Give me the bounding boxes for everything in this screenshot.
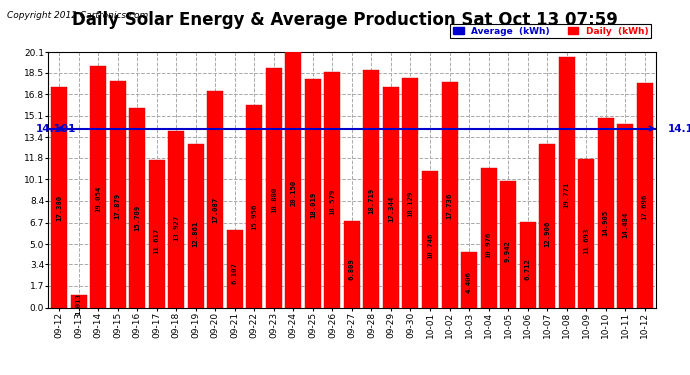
Bar (520, 222, 535, 308)
Bar (227, 230, 243, 308)
Bar (598, 118, 613, 308)
Bar (344, 221, 360, 308)
Text: 17.879: 17.879 (115, 192, 121, 219)
Bar (539, 144, 555, 308)
Text: 19.771: 19.771 (564, 182, 570, 208)
Text: 17.736: 17.736 (446, 193, 453, 219)
Bar (286, 52, 302, 308)
Bar (500, 182, 516, 308)
Bar (618, 124, 633, 308)
Text: Daily Solar Energy & Average Production Sat Oct 13 07:59: Daily Solar Energy & Average Production … (72, 11, 618, 29)
Bar (402, 78, 418, 308)
Text: 15.709: 15.709 (134, 205, 140, 231)
Text: 11.617: 11.617 (154, 228, 159, 254)
Text: 12.906: 12.906 (544, 221, 550, 247)
Text: 18.129: 18.129 (408, 191, 413, 217)
Bar (70, 295, 86, 307)
Bar (305, 79, 321, 308)
Bar (637, 83, 653, 308)
Bar (207, 91, 224, 308)
Bar (578, 159, 594, 308)
Text: 14.484: 14.484 (622, 211, 628, 238)
Bar (168, 131, 184, 308)
Text: 6.712: 6.712 (524, 258, 531, 280)
Text: 1.013: 1.013 (76, 293, 81, 315)
Text: 11.693: 11.693 (583, 228, 589, 254)
Text: 14.101: 14.101 (36, 124, 76, 134)
Bar (324, 72, 340, 308)
Bar (559, 57, 575, 308)
Text: 17.087: 17.087 (213, 197, 218, 223)
Bar (266, 68, 282, 308)
Bar (188, 144, 204, 308)
Bar (480, 168, 497, 308)
Text: 13.927: 13.927 (173, 215, 179, 241)
Bar (129, 108, 145, 307)
Text: 17.696: 17.696 (642, 194, 648, 220)
Text: 18.880: 18.880 (270, 187, 277, 213)
Text: 4.406: 4.406 (466, 272, 472, 293)
Legend: Average  (kWh), Daily  (kWh): Average (kWh), Daily (kWh) (450, 24, 651, 38)
Bar (364, 70, 380, 308)
Text: 6.107: 6.107 (232, 262, 238, 284)
Bar (422, 171, 438, 308)
Bar (148, 160, 165, 308)
Bar (246, 105, 262, 308)
Bar (461, 252, 477, 308)
Bar (51, 87, 67, 308)
Text: 19.054: 19.054 (95, 186, 101, 212)
Bar (110, 81, 126, 308)
Bar (442, 82, 457, 308)
Text: 10.746: 10.746 (427, 233, 433, 259)
Text: 20.150: 20.150 (290, 179, 296, 206)
Text: 14.101: 14.101 (668, 124, 690, 134)
Text: 15.956: 15.956 (251, 203, 257, 229)
Text: 18.019: 18.019 (310, 192, 316, 218)
Text: 18.719: 18.719 (368, 188, 375, 214)
Bar (90, 66, 106, 308)
Text: 6.809: 6.809 (349, 258, 355, 280)
Bar (383, 87, 399, 308)
Text: 9.942: 9.942 (505, 240, 511, 262)
Text: 14.905: 14.905 (602, 209, 609, 236)
Text: 17.344: 17.344 (388, 195, 394, 222)
Text: 12.861: 12.861 (193, 221, 199, 247)
Text: Copyright 2012 Cartronics.com: Copyright 2012 Cartronics.com (7, 11, 148, 20)
Text: 10.976: 10.976 (486, 232, 491, 258)
Text: 18.579: 18.579 (329, 188, 335, 214)
Text: 17.380: 17.380 (56, 195, 62, 221)
